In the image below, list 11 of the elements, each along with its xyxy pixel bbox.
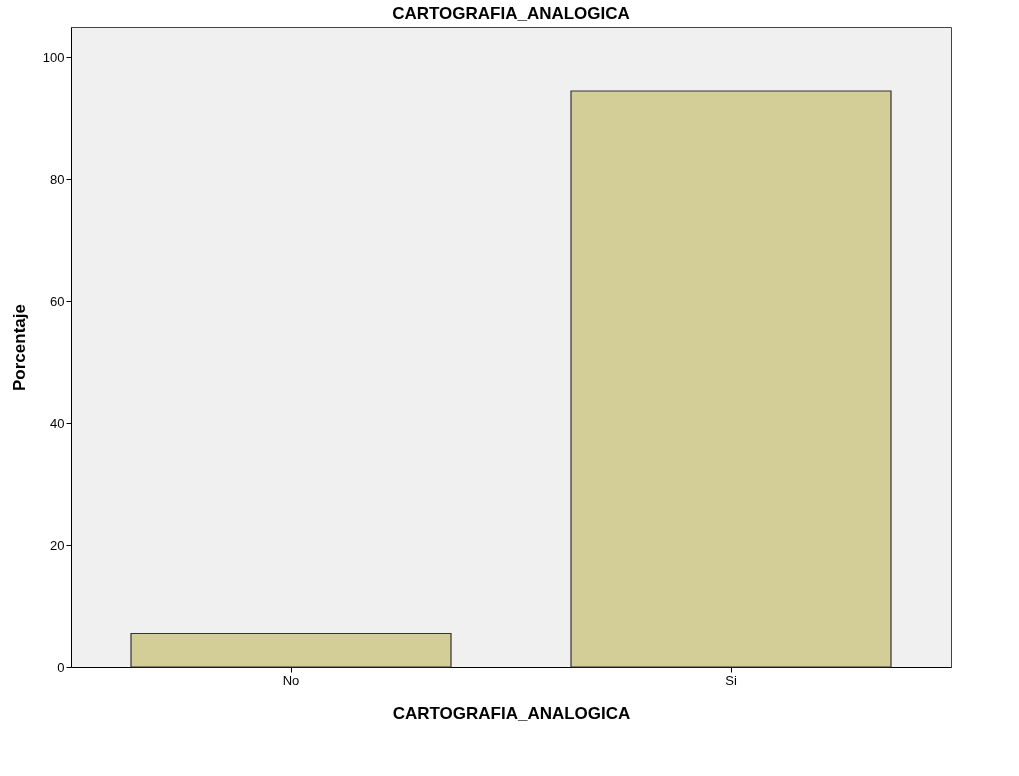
y-tick-label: 20: [50, 537, 65, 553]
y-tick-label: 80: [50, 171, 65, 187]
x-tick-label: Si: [725, 672, 737, 688]
chart-title: CARTOGRAFIA_ANALOGICA: [392, 4, 630, 23]
y-tick-label: 0: [57, 659, 65, 675]
y-tick-label: 60: [50, 293, 65, 309]
y-tick-label: 40: [50, 415, 65, 431]
x-axis-title: CARTOGRAFIA_ANALOGICA: [392, 703, 631, 723]
x-tick-label: No: [282, 672, 300, 688]
y-axis-title: Porcentaje: [9, 304, 29, 391]
y-tick-label: 100: [42, 49, 65, 65]
